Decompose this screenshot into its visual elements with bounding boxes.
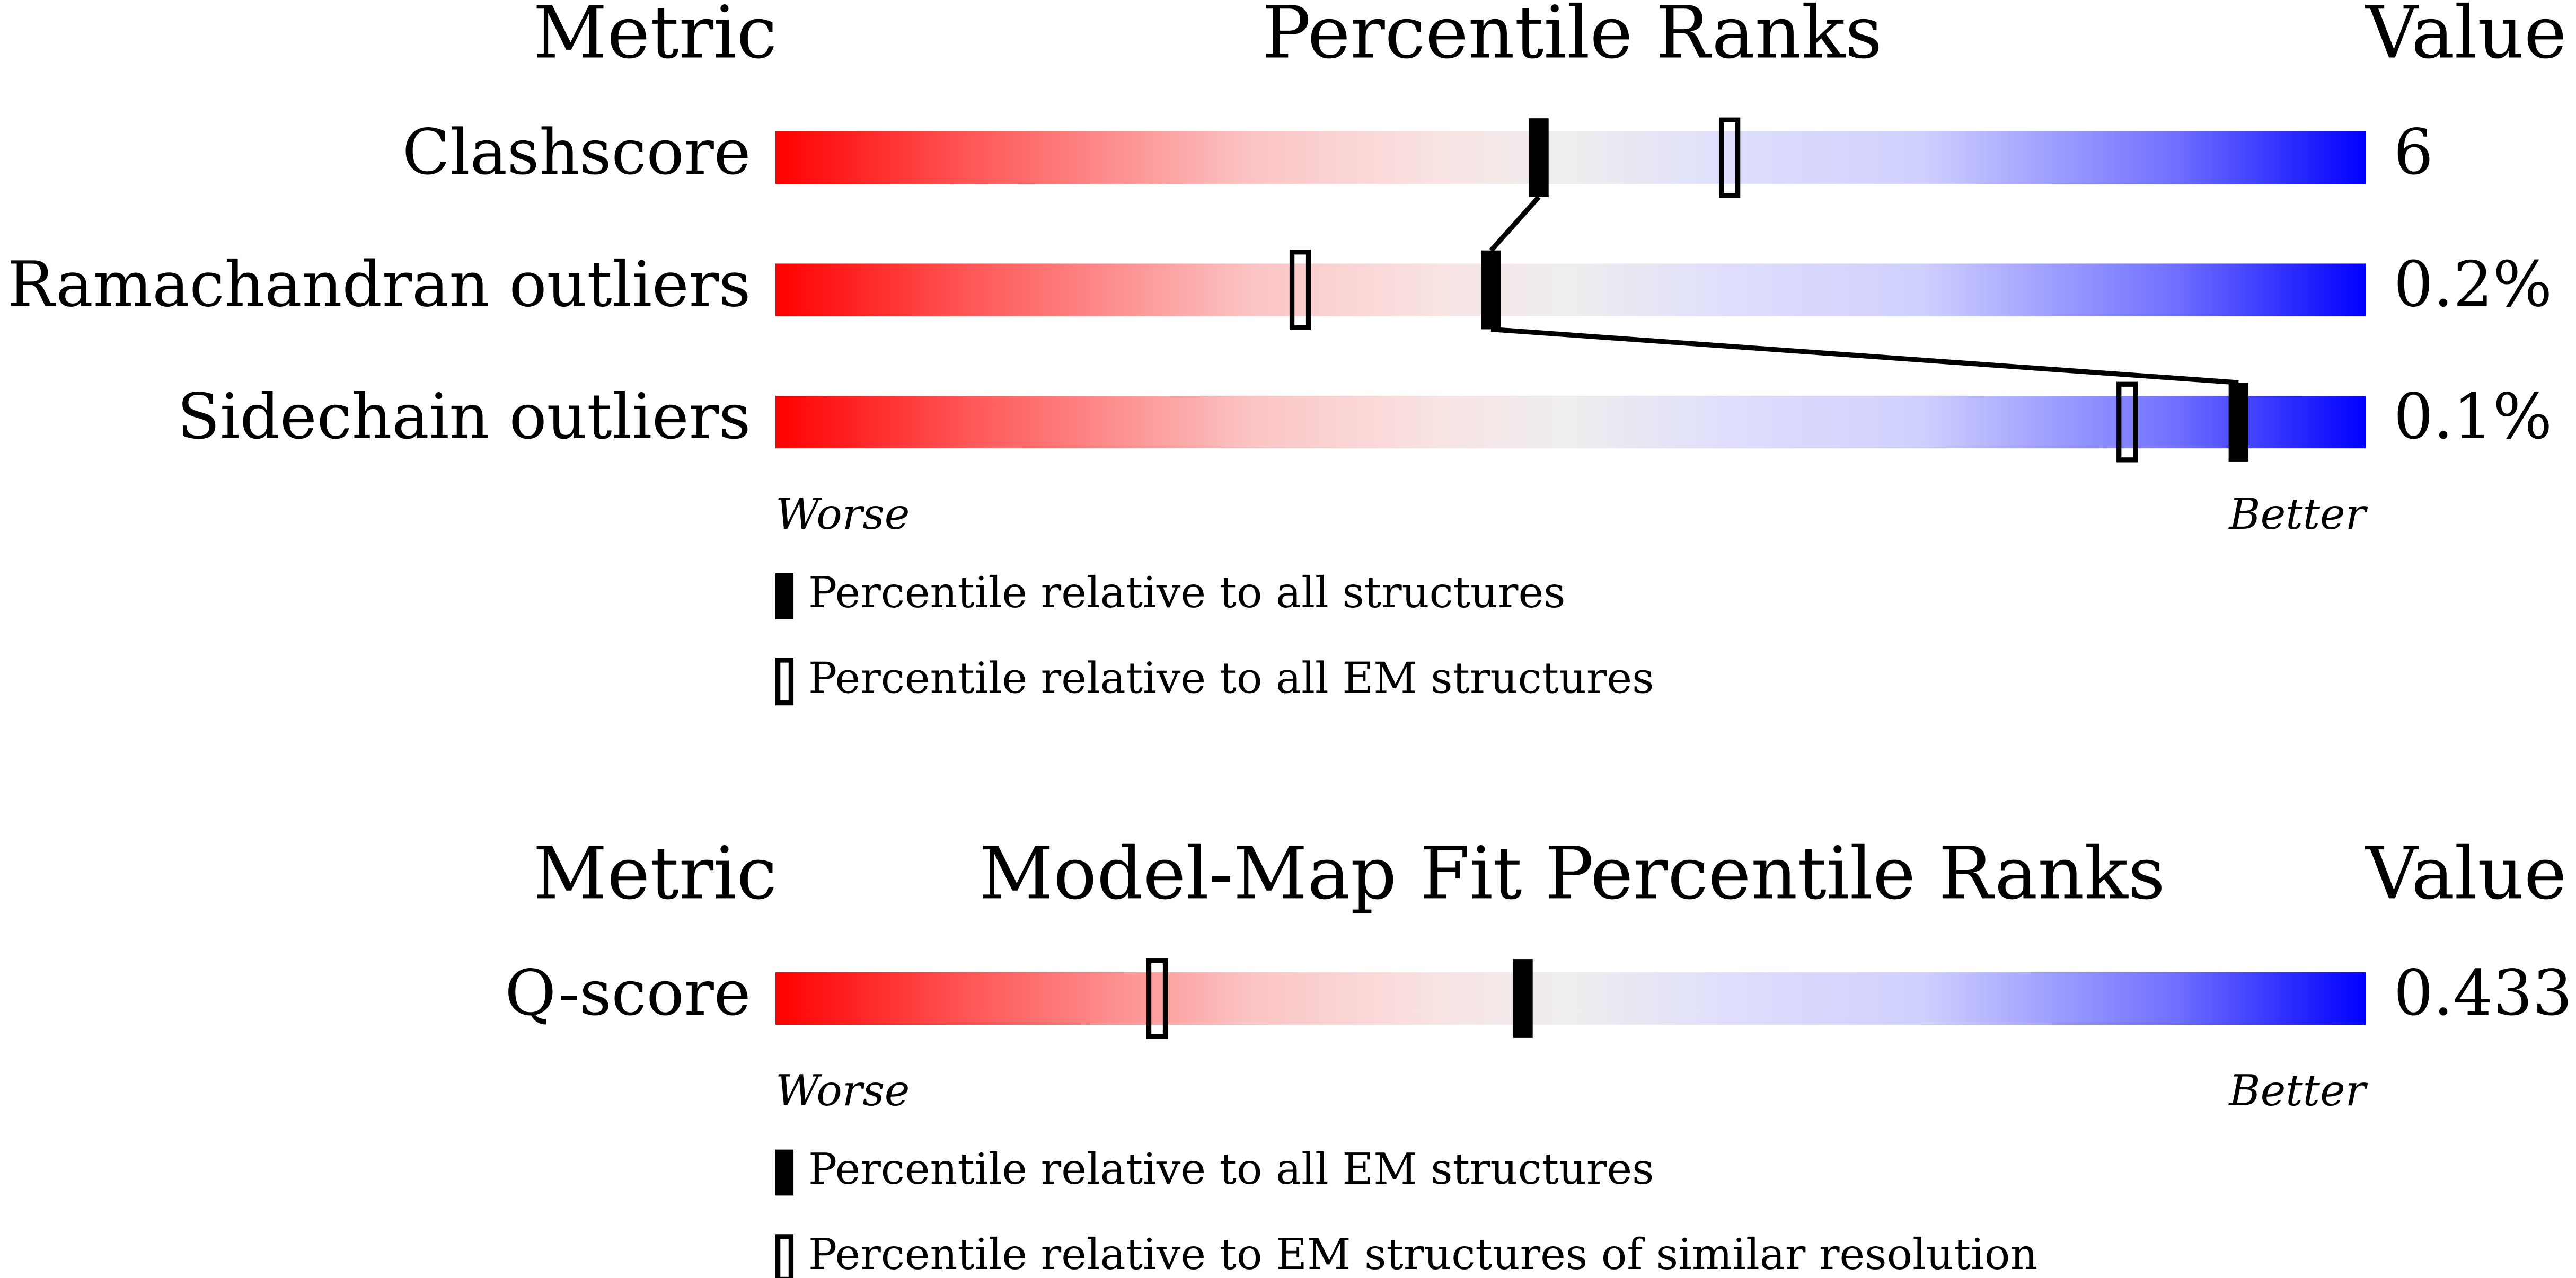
metric-value: 0.2% [2394, 248, 2552, 321]
worse-label: Worse [775, 1066, 910, 1116]
em-percentile-marker [1718, 117, 1741, 198]
metric-value: 6 [2394, 116, 2433, 189]
percentile-bar [775, 263, 2366, 316]
all-percentile-marker [2228, 383, 2248, 462]
panel-title: Model-Map Fit Percentile Ranks [980, 831, 2165, 916]
all-percentile-marker [1481, 250, 1501, 330]
legend-outline-icon [775, 1234, 794, 1278]
all-percentile-marker [1529, 118, 1549, 197]
value-header: Value [2365, 0, 2566, 75]
metric-header: Metric [533, 831, 777, 916]
metric-header: Metric [533, 0, 777, 75]
better-label: Better [2228, 1066, 2368, 1116]
worse-label: Worse [775, 490, 910, 539]
connector-line [1489, 195, 1541, 252]
legend-text: Percentile relative to all EM structures [808, 1144, 1654, 1194]
percentile-bar [775, 131, 2366, 184]
panel-title: Percentile Ranks [1262, 0, 1882, 75]
legend-filled-icon [775, 573, 794, 619]
metric-label: Q-score [505, 957, 751, 1030]
value-header: Value [2365, 831, 2566, 916]
metric-value: 0.1% [2394, 380, 2552, 453]
em-percentile-marker [1289, 250, 1311, 330]
metric-value: 0.433 [2394, 957, 2572, 1030]
all-percentile-marker [1513, 959, 1533, 1038]
metric-label: Sidechain outliers [177, 380, 751, 453]
percentile-bar [775, 972, 2366, 1025]
connector-line [1490, 326, 2239, 385]
legend-text: Percentile relative to all structures [808, 568, 1566, 618]
metric-label: Clashscore [402, 116, 751, 189]
percentile-bar [775, 395, 2366, 449]
legend-text: Percentile relative to EM structures of … [808, 1230, 2037, 1278]
better-label: Better [2228, 490, 2368, 539]
legend-outline-icon [775, 658, 794, 706]
legend-text: Percentile relative to all EM structures [808, 653, 1654, 703]
em-percentile-marker [2116, 381, 2138, 463]
metric-label: Ramachandran outliers [7, 248, 751, 321]
em-percentile-marker [1146, 958, 1168, 1039]
legend-filled-icon [775, 1149, 794, 1196]
